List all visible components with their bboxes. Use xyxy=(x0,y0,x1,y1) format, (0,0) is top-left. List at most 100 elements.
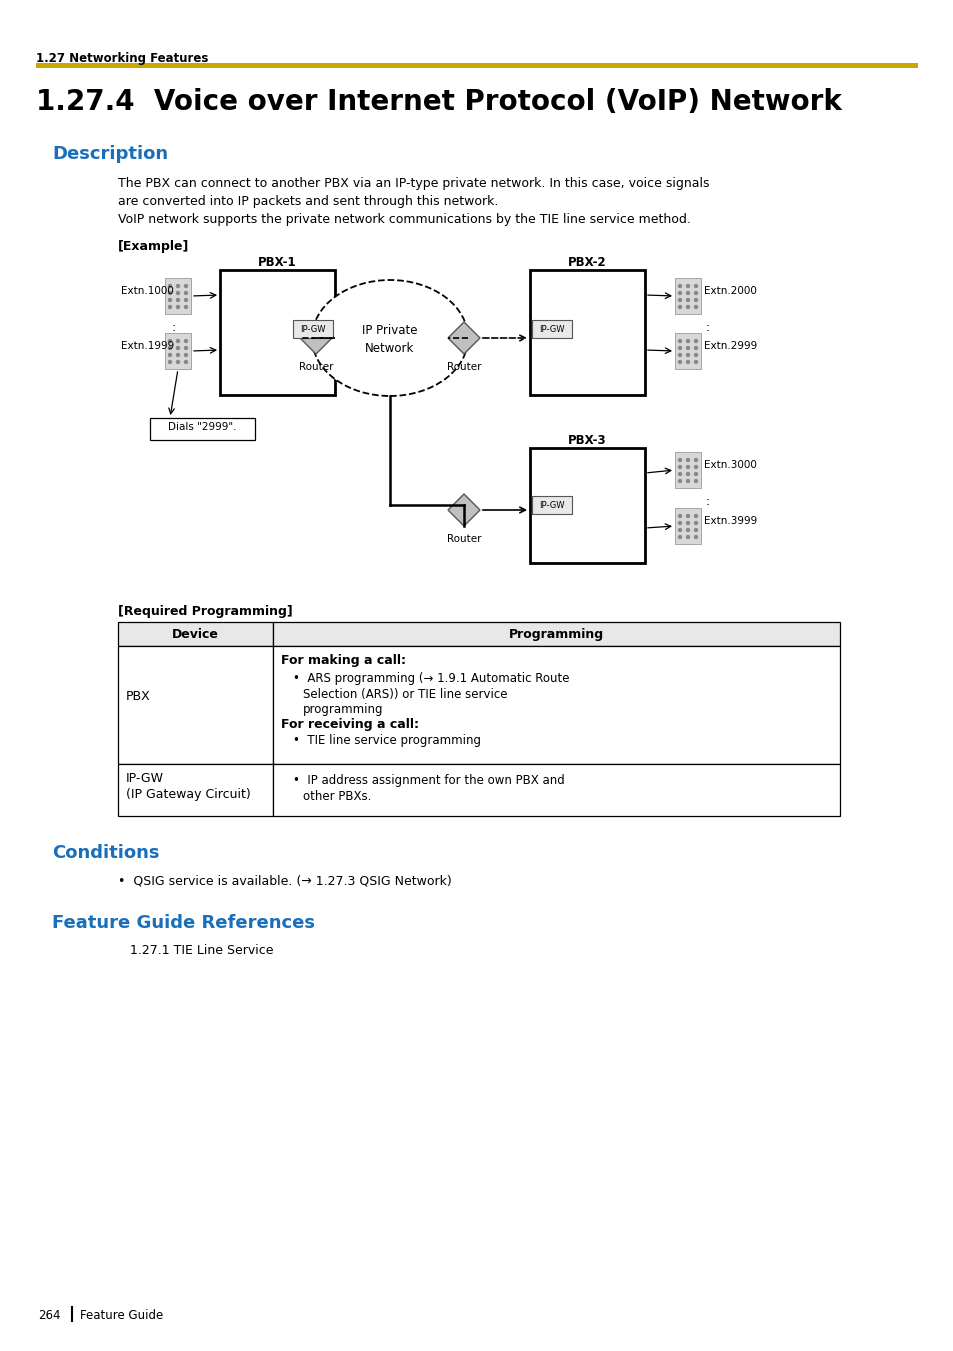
Circle shape xyxy=(678,361,680,363)
Circle shape xyxy=(686,528,689,531)
Bar xyxy=(165,278,191,313)
Text: Feature Guide: Feature Guide xyxy=(80,1309,163,1323)
Text: IP-GW: IP-GW xyxy=(126,771,164,785)
Text: IP-GW: IP-GW xyxy=(538,501,564,509)
Circle shape xyxy=(678,535,680,539)
Polygon shape xyxy=(448,494,479,526)
Circle shape xyxy=(678,299,680,301)
Bar xyxy=(118,621,273,646)
Text: :: : xyxy=(705,322,709,334)
Text: programming: programming xyxy=(303,703,383,716)
Text: [Required Programming]: [Required Programming] xyxy=(118,605,293,617)
Bar xyxy=(675,508,700,544)
Circle shape xyxy=(694,466,697,469)
Circle shape xyxy=(694,458,697,462)
Circle shape xyxy=(686,361,689,363)
Text: IP Private: IP Private xyxy=(362,324,417,336)
Text: PBX-1: PBX-1 xyxy=(257,255,296,269)
Circle shape xyxy=(184,285,188,288)
Bar xyxy=(532,320,572,338)
Circle shape xyxy=(678,305,680,308)
Circle shape xyxy=(184,339,188,343)
Text: are converted into IP packets and sent through this network.: are converted into IP packets and sent t… xyxy=(118,195,497,208)
Circle shape xyxy=(694,528,697,531)
Text: 1.27 Networking Features: 1.27 Networking Features xyxy=(36,51,208,65)
Text: (IP Gateway Circuit): (IP Gateway Circuit) xyxy=(126,788,251,801)
Circle shape xyxy=(169,354,172,357)
Circle shape xyxy=(169,361,172,363)
Bar xyxy=(36,63,917,68)
Polygon shape xyxy=(448,322,479,354)
Text: •  TIE line service programming: • TIE line service programming xyxy=(293,734,480,747)
Circle shape xyxy=(686,354,689,357)
Circle shape xyxy=(686,305,689,308)
Text: other PBXs.: other PBXs. xyxy=(303,790,371,802)
Circle shape xyxy=(184,346,188,350)
Circle shape xyxy=(169,292,172,295)
Text: [Example]: [Example] xyxy=(118,240,190,253)
Circle shape xyxy=(694,361,697,363)
Text: Network: Network xyxy=(365,342,415,355)
Circle shape xyxy=(686,292,689,295)
Circle shape xyxy=(686,535,689,539)
Circle shape xyxy=(694,339,697,343)
Bar xyxy=(532,496,572,513)
Text: Extn.3999: Extn.3999 xyxy=(703,516,757,526)
Text: Description: Description xyxy=(52,145,168,163)
Circle shape xyxy=(176,346,179,350)
Text: Dials "2999".: Dials "2999". xyxy=(168,422,236,432)
Circle shape xyxy=(686,473,689,476)
Circle shape xyxy=(686,521,689,524)
Text: PBX-3: PBX-3 xyxy=(567,434,606,447)
Bar xyxy=(118,765,273,816)
Circle shape xyxy=(678,466,680,469)
Circle shape xyxy=(176,292,179,295)
Text: Extn.3000: Extn.3000 xyxy=(703,459,756,470)
Text: Programming: Programming xyxy=(508,628,603,640)
Bar xyxy=(675,453,700,488)
Bar xyxy=(220,270,335,394)
Bar xyxy=(530,449,644,563)
Bar xyxy=(118,646,273,765)
Bar xyxy=(675,278,700,313)
Circle shape xyxy=(176,339,179,343)
Circle shape xyxy=(184,305,188,308)
Text: Feature Guide References: Feature Guide References xyxy=(52,915,314,932)
Text: For making a call:: For making a call: xyxy=(281,654,406,667)
Circle shape xyxy=(686,285,689,288)
Text: Device: Device xyxy=(172,628,218,640)
Circle shape xyxy=(176,354,179,357)
Circle shape xyxy=(686,299,689,301)
Circle shape xyxy=(184,292,188,295)
Circle shape xyxy=(678,458,680,462)
Circle shape xyxy=(686,515,689,517)
Circle shape xyxy=(694,521,697,524)
Circle shape xyxy=(678,346,680,350)
Text: •  IP address assignment for the own PBX and: • IP address assignment for the own PBX … xyxy=(293,774,564,788)
Bar xyxy=(273,646,840,765)
Text: :: : xyxy=(705,494,709,508)
Circle shape xyxy=(694,299,697,301)
Text: Extn.2000: Extn.2000 xyxy=(703,286,756,296)
Circle shape xyxy=(678,480,680,482)
Circle shape xyxy=(686,466,689,469)
Circle shape xyxy=(694,285,697,288)
Circle shape xyxy=(678,515,680,517)
Text: Extn.1999: Extn.1999 xyxy=(121,340,173,351)
Circle shape xyxy=(694,473,697,476)
Circle shape xyxy=(694,305,697,308)
Circle shape xyxy=(169,299,172,301)
Circle shape xyxy=(694,354,697,357)
Circle shape xyxy=(678,285,680,288)
Circle shape xyxy=(694,535,697,539)
Circle shape xyxy=(686,346,689,350)
Text: PBX-2: PBX-2 xyxy=(567,255,606,269)
Text: •  ARS programming (→ 1.9.1 Automatic Route: • ARS programming (→ 1.9.1 Automatic Rou… xyxy=(293,671,569,685)
Circle shape xyxy=(184,361,188,363)
Circle shape xyxy=(176,361,179,363)
Text: :: : xyxy=(172,322,175,334)
Bar xyxy=(273,621,840,646)
Circle shape xyxy=(176,299,179,301)
Text: •  QSIG service is available. (→ 1.27.3 QSIG Network): • QSIG service is available. (→ 1.27.3 Q… xyxy=(118,874,452,888)
Circle shape xyxy=(176,285,179,288)
